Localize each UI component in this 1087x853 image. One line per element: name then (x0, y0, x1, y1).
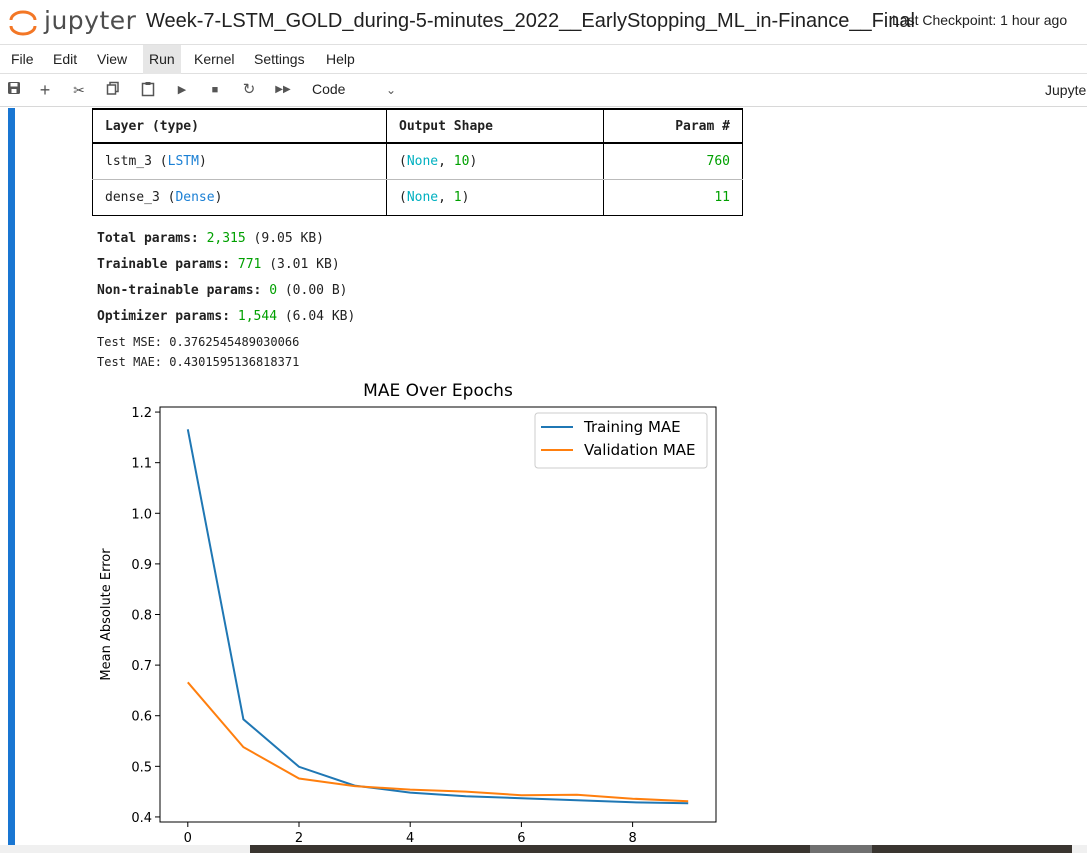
test-mse: Test MSE: 0.3762545489030066 (97, 335, 300, 349)
menu-settings[interactable]: Settings (254, 51, 305, 67)
menu-bar: File Edit View Run Kernel Settings Help (0, 44, 1087, 74)
y-tick-label: 1.1 (131, 457, 152, 472)
param-count-cell: 760 (603, 143, 743, 180)
training-mae-line (186, 429, 689, 805)
menu-help[interactable]: Help (326, 51, 355, 67)
table-row: dense_3 (Dense) (None, 1) 11 (92, 179, 743, 216)
non-trainable-params: Non-trainable params: 0 (0.00 B) (97, 283, 348, 298)
notebook-toolbar: + ✂ ▶ ■ ↻ ▶▶ Code ⌄ Jupyter (0, 74, 1087, 107)
x-tick-label: 8 (628, 831, 636, 845)
add-cell-icon[interactable]: + (39, 80, 51, 100)
top-bar: jupyter Week-7-LSTM_GOLD_during-5-minute… (0, 0, 1087, 44)
scrollbar-thumb[interactable] (250, 845, 1072, 853)
save-icon[interactable] (5, 81, 23, 99)
column-header-output-shape: Output Shape (386, 108, 604, 144)
y-tick-label: 0.4 (131, 811, 152, 826)
y-tick-label: 0.8 (131, 609, 152, 624)
legend-box (534, 412, 708, 469)
menu-view[interactable]: View (97, 51, 128, 67)
output-shape-cell: (None, 10) (386, 143, 604, 180)
legend-entry: Validation MAE (584, 441, 696, 459)
chevron-down-icon[interactable]: ⌄ (386, 83, 397, 97)
model-summary-table: Layer (type) Output Shape Param # lstm_3… (92, 108, 743, 216)
x-tick-label: 2 (295, 831, 303, 845)
menu-run[interactable]: Run (143, 45, 181, 74)
run-icon[interactable]: ▶ (177, 84, 187, 96)
fast-forward-icon[interactable]: ▶▶ (275, 84, 291, 95)
validation-mae-line (187, 681, 689, 803)
optimizer-params: Optimizer params: 1,544 (6.04 KB) (97, 309, 356, 324)
y-tick-label: 0.7 (131, 659, 152, 674)
column-header-layer: Layer (type) (92, 108, 387, 144)
legend-entry: Training MAE (583, 418, 681, 436)
restart-icon[interactable]: ↻ (242, 81, 256, 98)
jupyter-logo[interactable]: jupyter (8, 4, 138, 38)
table-row: lstm_3 (LSTM) (None, 10) 760 (92, 143, 743, 180)
mae-chart: MAE Over Epochs Mean Absolute Error 0.4 0.5… (99, 381, 717, 845)
y-tick-label: 0.6 (131, 710, 152, 725)
plot-frame (159, 406, 717, 823)
jupyter-logo-icon (9, 10, 37, 36)
cut-icon[interactable]: ✂ (73, 82, 85, 98)
trainable-params: Trainable params: 771 (3.01 KB) (97, 257, 340, 272)
stop-icon[interactable]: ■ (211, 84, 219, 96)
chart-title: MAE Over Epochs (363, 381, 513, 401)
model-stats: Total params: 2,315 (9.05 KB) Trainable … (97, 231, 355, 375)
column-header-params: Param # (603, 108, 743, 144)
scrollbar-thumb-highlight[interactable] (810, 845, 872, 853)
layer-cell: lstm_3 (LSTM) (92, 143, 387, 180)
notebook-title[interactable]: Week-7-LSTM_GOLD_during-5-minutes_2022__… (146, 10, 915, 32)
x-tick-label: 4 (406, 831, 414, 845)
x-tick-label: 0 (184, 831, 192, 845)
param-count-cell: 11 (603, 179, 743, 216)
y-tick-label: 1.0 (131, 507, 152, 522)
paste-icon[interactable] (139, 81, 157, 99)
menu-edit[interactable]: Edit (53, 51, 78, 67)
cell-type-select[interactable]: Code (312, 81, 346, 97)
test-mae: Test MAE: 0.4301595136818371 (97, 355, 300, 369)
total-params: Total params: 2,315 (9.05 KB) (97, 231, 324, 246)
table-header-row: Layer (type) Output Shape Param # (92, 108, 743, 144)
menu-kernel[interactable]: Kernel (194, 51, 235, 67)
menu-file[interactable]: File (11, 51, 34, 67)
x-tick-label: 6 (517, 831, 525, 845)
checkpoint-status: Last Checkpoint: 1 hour ago (892, 12, 1068, 28)
output-shape-cell: (None, 1) (386, 179, 604, 216)
y-tick-label: 0.5 (131, 760, 152, 775)
y-tick-label: 1.2 (131, 406, 152, 421)
logo-text: jupyter (44, 6, 137, 35)
copy-icon[interactable] (104, 81, 122, 99)
kernel-name[interactable]: Jupyter (1045, 82, 1087, 98)
y-axis-label: Mean Absolute Error (99, 548, 114, 681)
layer-cell: dense_3 (Dense) (92, 179, 387, 216)
active-cell-indicator[interactable] (8, 108, 15, 853)
y-tick-label: 0.9 (131, 558, 152, 573)
